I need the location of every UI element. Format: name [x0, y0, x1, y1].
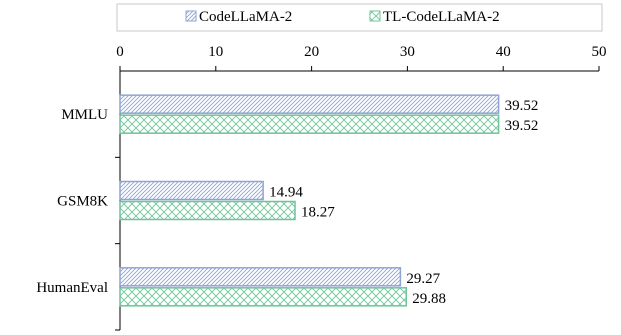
data-label-tl-codellama-2-mmlu: 39.52	[505, 118, 539, 134]
legend-frame	[116, 3, 603, 32]
bar-codellama-2-humaneval	[119, 267, 402, 287]
data-label-codellama-2-mmlu: 39.52	[505, 98, 539, 114]
bar-codellama-2-mmlu	[119, 94, 500, 114]
category-label-mmlu: MMLU	[61, 107, 108, 123]
bar-tl-codellama-2-mmlu	[119, 114, 500, 134]
chart-labels: MMLU 39.52 39.52 GSM8K 14.94 18.27 HumanEval 29…	[36, 98, 538, 307]
bar-tl-codellama-2-gsm8k	[119, 200, 296, 221]
legend-swatch-tl-codellama-2	[369, 10, 381, 22]
x-tick-label: 50	[592, 44, 607, 60]
chart-bars	[119, 94, 500, 307]
data-label-tl-codellama-2-humaneval: 29.88	[412, 291, 446, 307]
category-label-gsm8k: GSM8K	[57, 194, 108, 210]
data-label-codellama-2-gsm8k: 14.94	[269, 185, 303, 201]
chart-axes: 0 10 20 30 40 50	[115, 44, 607, 331]
x-tick-label: 0	[116, 44, 124, 60]
legend-label-codellama-2: CodeLLaMA-2	[199, 9, 292, 25]
x-tick-label: 10	[208, 44, 223, 60]
chart-legend: CodeLLaMA-2 TL-CodeLLaMA-2	[116, 3, 603, 32]
category-label-humaneval: HumanEval	[36, 280, 108, 296]
bar-codellama-2-gsm8k	[119, 180, 264, 201]
legend-swatch-codellama-2	[185, 10, 197, 22]
x-tick-label: 30	[400, 44, 415, 60]
data-label-tl-codellama-2-gsm8k: 18.27	[301, 205, 335, 221]
x-tick-label: 20	[304, 44, 319, 60]
legend-label-tl-codellama-2: TL-CodeLLaMA-2	[383, 9, 500, 25]
bar-tl-codellama-2-humaneval	[119, 287, 408, 307]
data-label-codellama-2-humaneval: 29.27	[406, 271, 440, 287]
x-tick-label: 40	[496, 44, 511, 60]
